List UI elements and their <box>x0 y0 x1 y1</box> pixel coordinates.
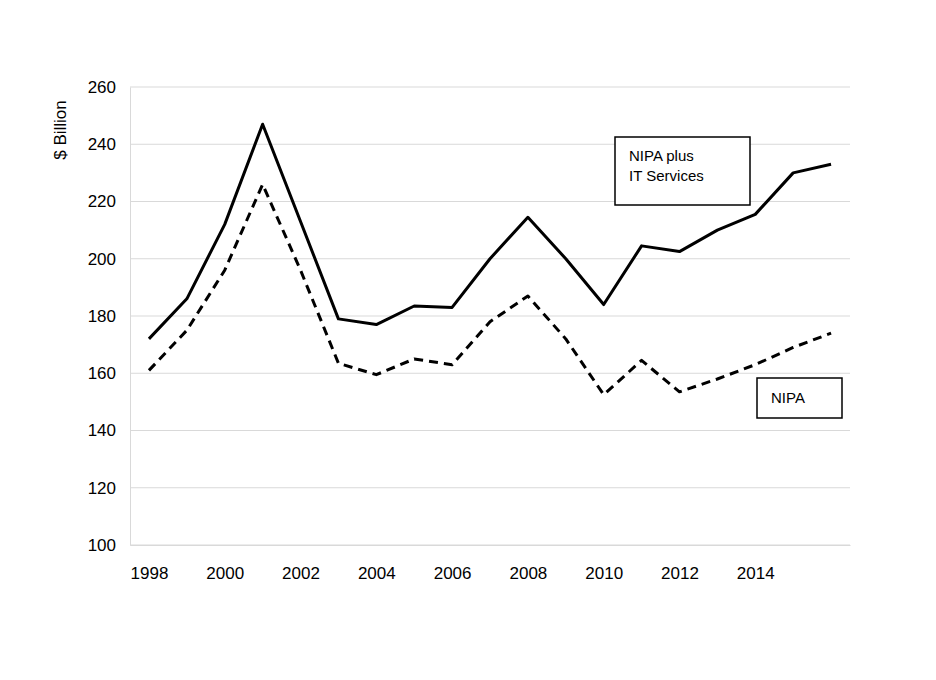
y-tick-label: 120 <box>88 479 116 498</box>
label-box <box>757 378 842 418</box>
y-tick: 200 <box>88 250 130 269</box>
x-tick: 2000 <box>206 545 244 583</box>
grid <box>130 87 850 545</box>
series-label: NIPA <box>757 378 842 418</box>
plot: 100 120 140 160 180 200 220 240 260 1998 2000 2002 2… <box>88 78 851 583</box>
x-tick-label: 2010 <box>585 564 623 583</box>
lines <box>149 124 831 395</box>
y-tick: 240 <box>88 135 130 154</box>
grid-line <box>130 430 850 431</box>
grid-line <box>130 373 850 374</box>
x-tick: 2010 <box>585 545 623 583</box>
x-tick: 2012 <box>661 545 699 583</box>
y-tick: 120 <box>88 479 130 498</box>
y-tick: 220 <box>88 192 130 211</box>
y-tick-label: 220 <box>88 192 116 211</box>
y-tick-label: 260 <box>88 78 116 97</box>
x-tick-label: 2004 <box>358 564 396 583</box>
x-tick: 1998 <box>131 545 169 583</box>
y-tick-label: 100 <box>88 536 116 555</box>
x-axis: 1998 2000 2002 2004 2006 2008 2010 2012 2014 <box>131 545 851 583</box>
y-axis-title: $ Billion <box>51 100 70 160</box>
y-tick-label: 180 <box>88 307 116 326</box>
x-tick-label: 2014 <box>737 564 775 583</box>
x-tick: 2006 <box>434 545 472 583</box>
y-tick: 160 <box>88 364 130 383</box>
x-tick: 2014 <box>737 545 775 583</box>
y-tick: 180 <box>88 307 130 326</box>
x-tick-label: 1998 <box>131 564 169 583</box>
series-label-text: NIPA plusIT Services <box>629 147 704 184</box>
series-label-text: NIPA <box>771 389 805 406</box>
x-tick: 2002 <box>282 545 320 583</box>
y-tick-label: 240 <box>88 135 116 154</box>
grid-line <box>130 316 850 317</box>
x-tick-label: 2012 <box>661 564 699 583</box>
grid-line <box>130 545 850 546</box>
chart: 100 120 140 160 180 200 220 240 260 1998 2000 2002 2… <box>0 0 936 680</box>
x-tick: 2008 <box>509 545 547 583</box>
x-axis-line <box>131 545 851 546</box>
y-tick: 100 <box>88 536 130 555</box>
y-axis-line <box>130 88 131 546</box>
y-tick-label: 140 <box>88 421 116 440</box>
series-line <box>149 124 831 339</box>
y-tick: 140 <box>88 421 130 440</box>
series-label: NIPA plusIT Services <box>615 137 750 205</box>
y-axis: 100 120 140 160 180 200 220 240 260 <box>88 78 131 555</box>
series-line <box>149 184 831 394</box>
label-box <box>615 137 750 205</box>
grid-line <box>130 487 850 488</box>
y-tick: 260 <box>88 78 130 97</box>
x-tick-label: 2008 <box>509 564 547 583</box>
grid-line <box>130 87 850 88</box>
x-tick: 2004 <box>358 545 396 583</box>
y-tick-label: 160 <box>88 364 116 383</box>
y-tick-label: 200 <box>88 250 116 269</box>
x-tick-label: 2002 <box>282 564 320 583</box>
x-tick-label: 2006 <box>434 564 472 583</box>
x-tick-label: 2000 <box>206 564 244 583</box>
